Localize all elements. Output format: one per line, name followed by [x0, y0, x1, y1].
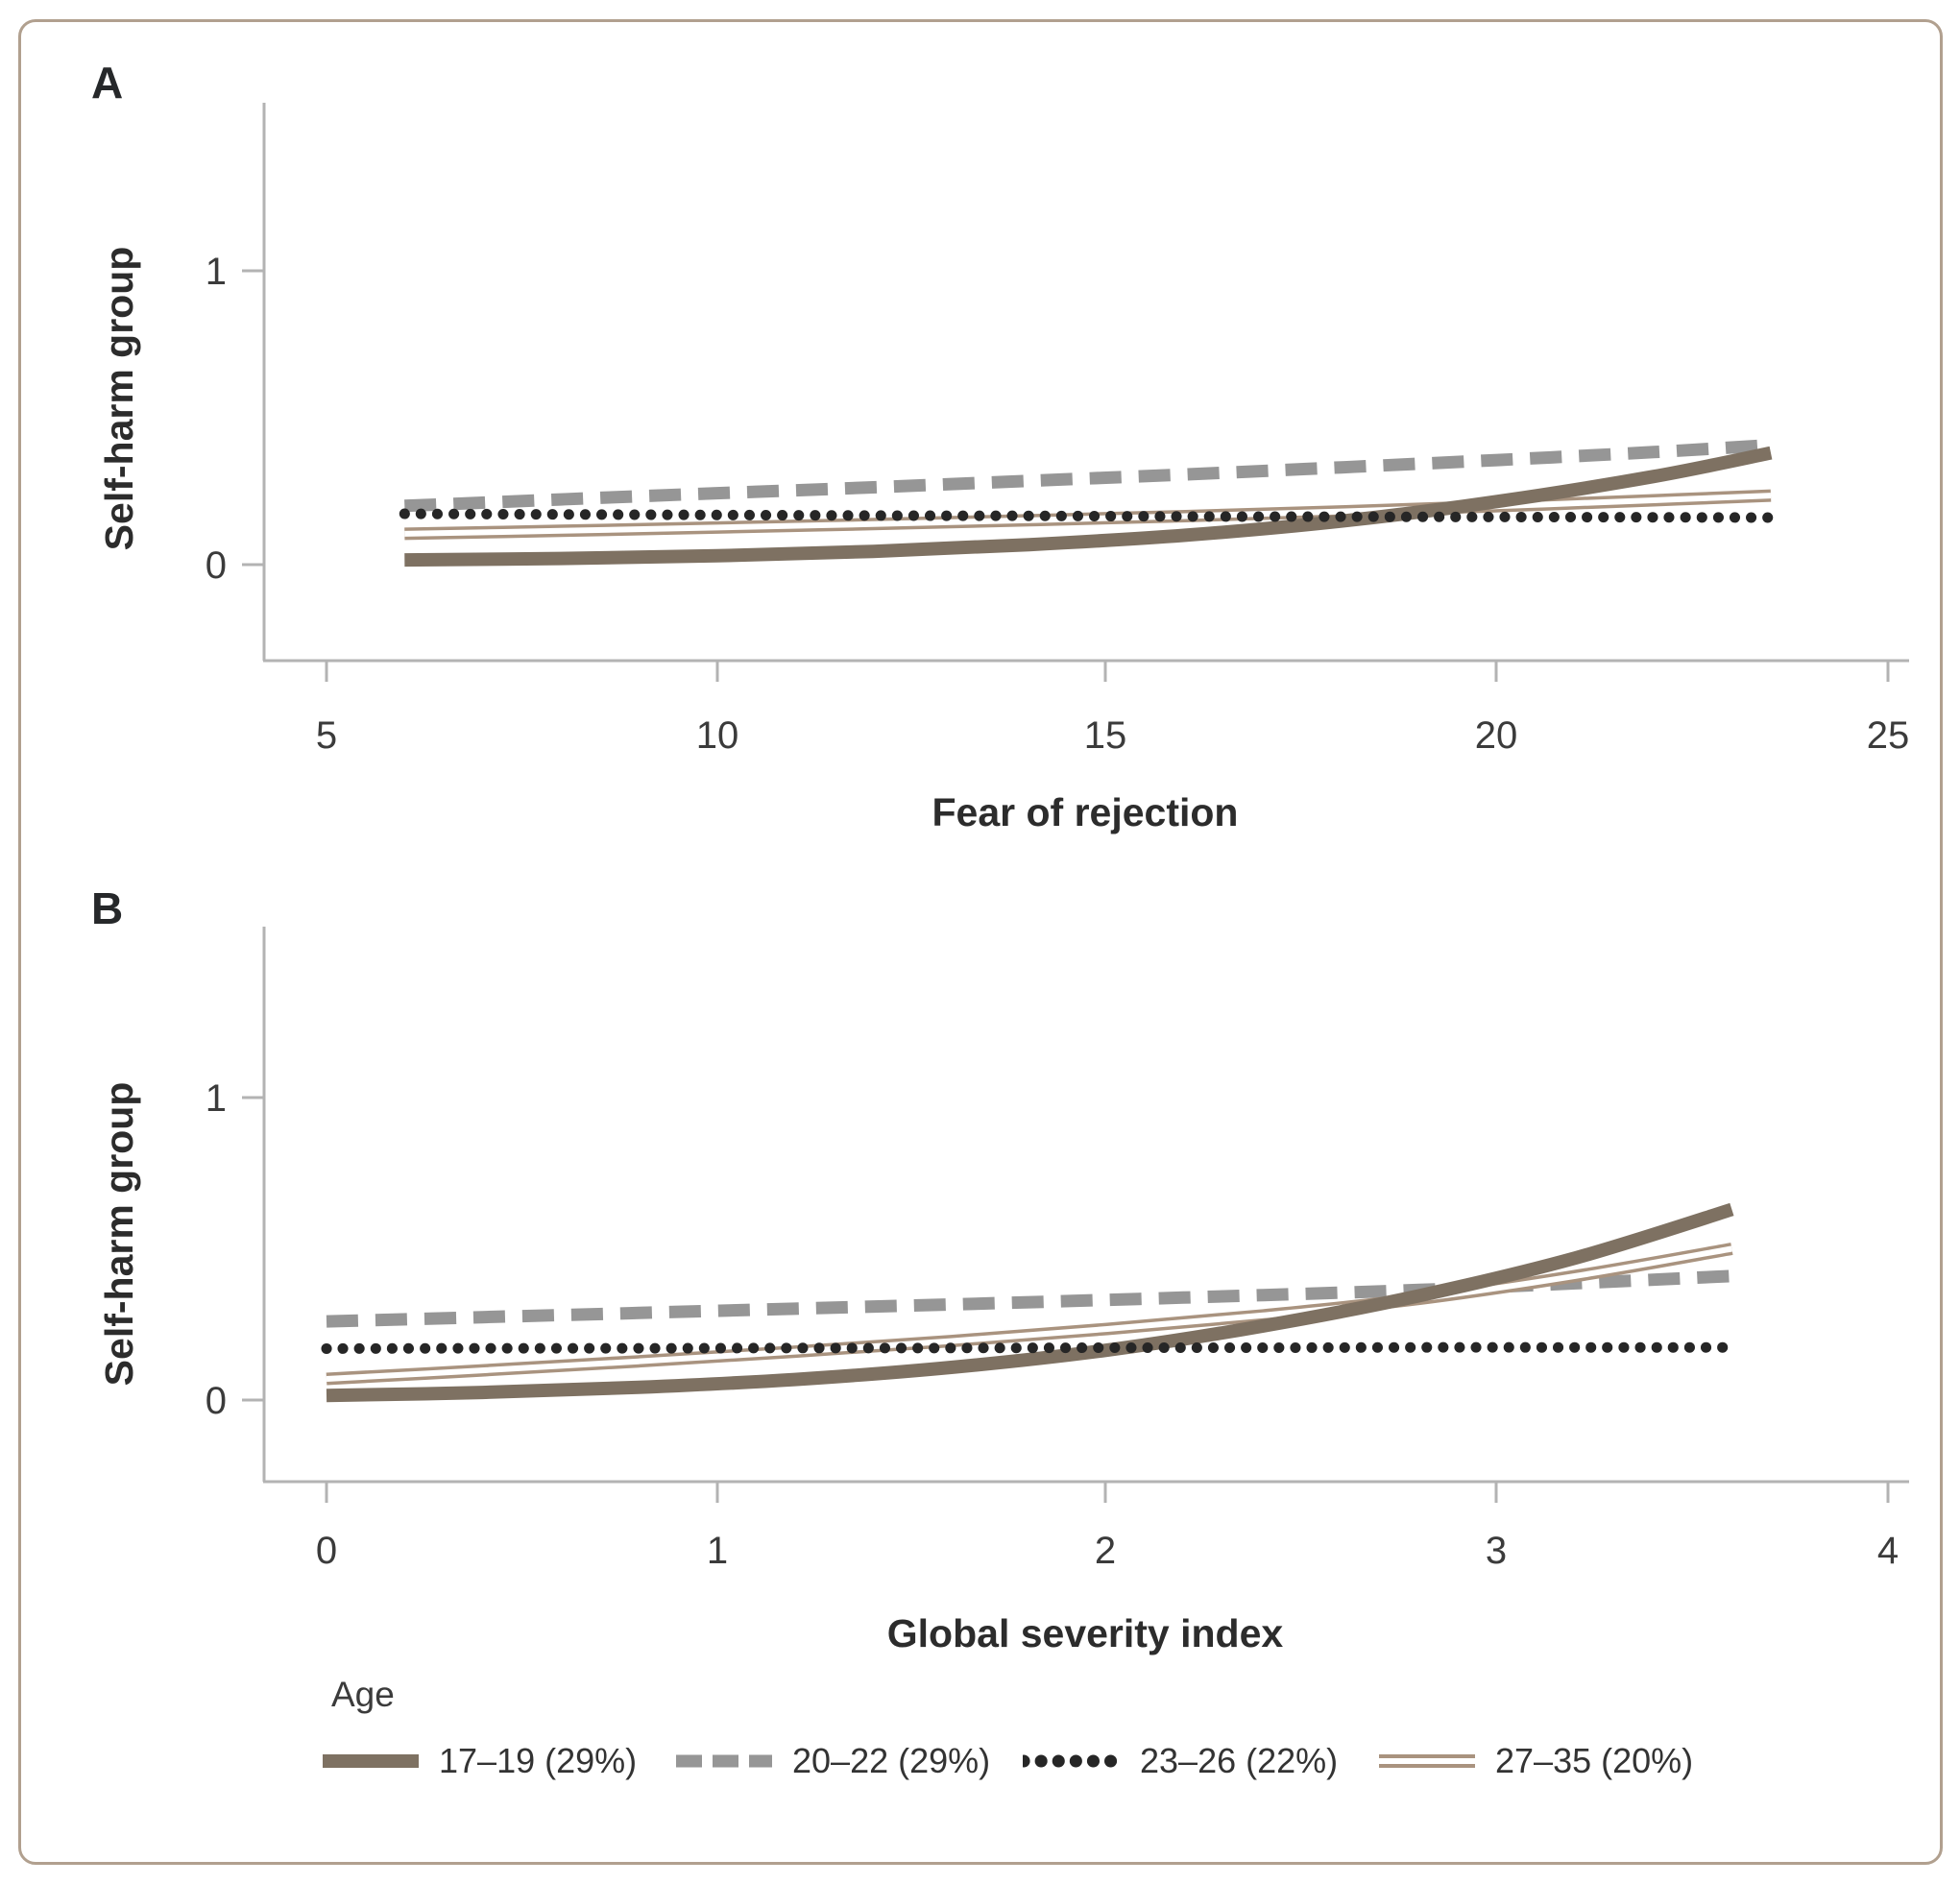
legend-label: 23–26 (22%) [1140, 1741, 1339, 1780]
legend-swatch-20-22 [676, 1754, 772, 1768]
legend-item: 17–19 (29%) [322, 1741, 638, 1780]
curve-17-19 [404, 446, 1773, 568]
curve-27-35 [326, 1245, 1732, 1382]
legend-item: 23–26 (22%) [1023, 1741, 1339, 1780]
x-tick-label: 3 [1486, 1530, 1507, 1572]
legend-label: 27–35 (20%) [1495, 1741, 1694, 1780]
legend-item: 20–22 (29%) [675, 1741, 991, 1780]
legend-swatch-23-26 [1023, 1754, 1121, 1768]
curve-27-35 [404, 493, 1772, 537]
curve-20-22 [404, 439, 1772, 513]
legend-swatch-17-19 [323, 1754, 419, 1768]
legend-label: 17–19 (29%) [439, 1741, 638, 1780]
curve-17-19 [326, 1202, 1734, 1403]
x-tick-label: 20 [1475, 714, 1518, 757]
panel-a-letter: A [91, 58, 123, 108]
panel-a-y-axis-title: Self-harm group [97, 247, 141, 551]
x-tick-label: 25 [1867, 714, 1910, 757]
curve-20-22 [326, 1269, 1732, 1328]
legend-label: 20–22 (29%) [792, 1741, 991, 1780]
x-tick-label: 1 [707, 1530, 728, 1572]
x-tick-label: 5 [316, 714, 337, 757]
y-tick-label: 0 [206, 1380, 227, 1422]
legend-swatch-27-35 [1379, 1754, 1475, 1768]
panel-a: A 1 0 5 10 15 20 25 Fear of rejection Se… [91, 58, 1909, 834]
panel-b-x-axis-title: Global severity index [887, 1611, 1284, 1655]
curve-23-26 [399, 508, 1777, 523]
legend-title: Age [331, 1675, 395, 1714]
x-tick-label: 0 [316, 1530, 337, 1572]
panel-a-x-axis-title: Fear of rejection [932, 790, 1239, 834]
figure-border [18, 19, 1943, 1865]
legend-item: 27–35 (20%) [1378, 1741, 1694, 1780]
panel-b-letter: B [91, 883, 123, 933]
panel-b: B 1 0 0 1 2 3 4 Global severity index Se… [91, 883, 1909, 1655]
x-tick-label: 2 [1095, 1530, 1116, 1572]
y-tick-label: 1 [206, 251, 227, 293]
panel-a-curves [399, 439, 1777, 568]
x-tick-label: 15 [1084, 714, 1127, 757]
y-tick-label: 0 [206, 544, 227, 587]
panel-b-curves [321, 1202, 1737, 1403]
panel-b-y-axis-title: Self-harm group [97, 1082, 141, 1387]
x-tick-label: 4 [1877, 1530, 1899, 1572]
curve-23-26 [321, 1341, 1737, 1354]
x-tick-label: 10 [696, 714, 739, 757]
y-tick-label: 1 [206, 1077, 227, 1120]
